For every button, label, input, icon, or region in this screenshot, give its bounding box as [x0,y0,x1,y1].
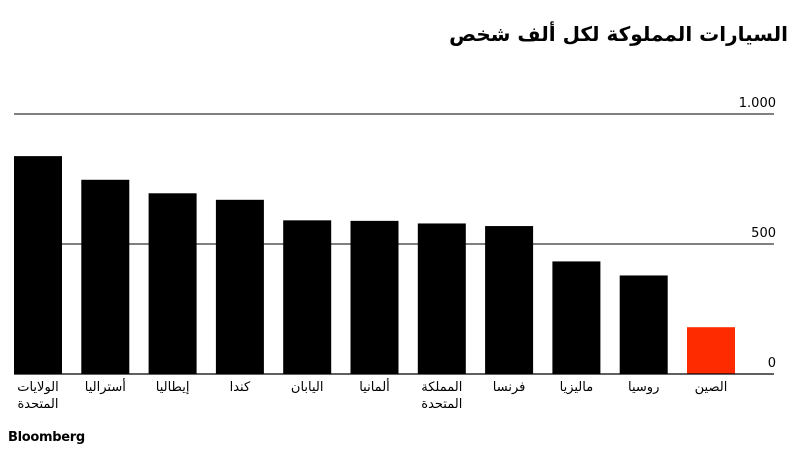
x-tick-label-line: الولايات [17,380,59,395]
chart-title: السيارات المملوكة لكل ألف شخص [449,22,788,46]
bar [485,226,534,374]
x-tick-label-line: الصين [695,380,728,395]
bar [215,199,264,374]
x-tick-label-line: كندا [230,380,251,395]
x-tick-label: إيطاليا [156,380,190,395]
x-tick-label: ألمانيا [359,378,390,395]
bloomberg-logo: Bloomberg [8,430,85,445]
x-tick-label: روسيا [628,380,659,395]
x-tick-label-line: المتحدة [17,397,58,412]
y-tick-label: 1.000 [739,96,776,111]
x-tick-label-line: المتحدة [421,397,462,412]
bar [687,327,735,374]
bar [417,223,466,374]
x-tick-label-line: إيطاليا [156,380,190,395]
x-tick-label: الولايات المتحدة [17,380,59,412]
x-tick-label: ماليزيا [560,380,594,395]
x-tick-label-line: أستراليا [85,378,126,395]
bar [148,193,197,374]
x-tick-label-line: روسيا [628,380,659,395]
bar [81,179,130,374]
bar [619,275,668,374]
x-tick-label: المملكة المتحدة [421,380,462,412]
x-tick-label: كندا [230,380,251,395]
bar-chart: 0 500 1.000 الولايات المتحدة أستراليا إيطاليا ك… [14,96,776,412]
x-tick-label: اليابان [291,380,324,395]
bar [283,220,332,374]
x-tick-label: أستراليا [85,378,126,395]
x-tick-label-line: ماليزيا [560,380,594,395]
x-tick-label-line: المملكة [421,380,462,395]
y-tick-label: 0 [768,356,776,371]
bar [14,156,62,374]
x-tick-label: فرنسا [493,380,526,395]
x-tick-label-line: اليابان [291,380,324,395]
x-tick-label: الصين [695,380,728,395]
x-tick-label-line: ألمانيا [359,378,390,395]
bar [552,261,601,374]
bar [350,220,399,374]
x-tick-label-line: فرنسا [493,380,526,395]
y-tick-label: 500 [751,226,776,241]
